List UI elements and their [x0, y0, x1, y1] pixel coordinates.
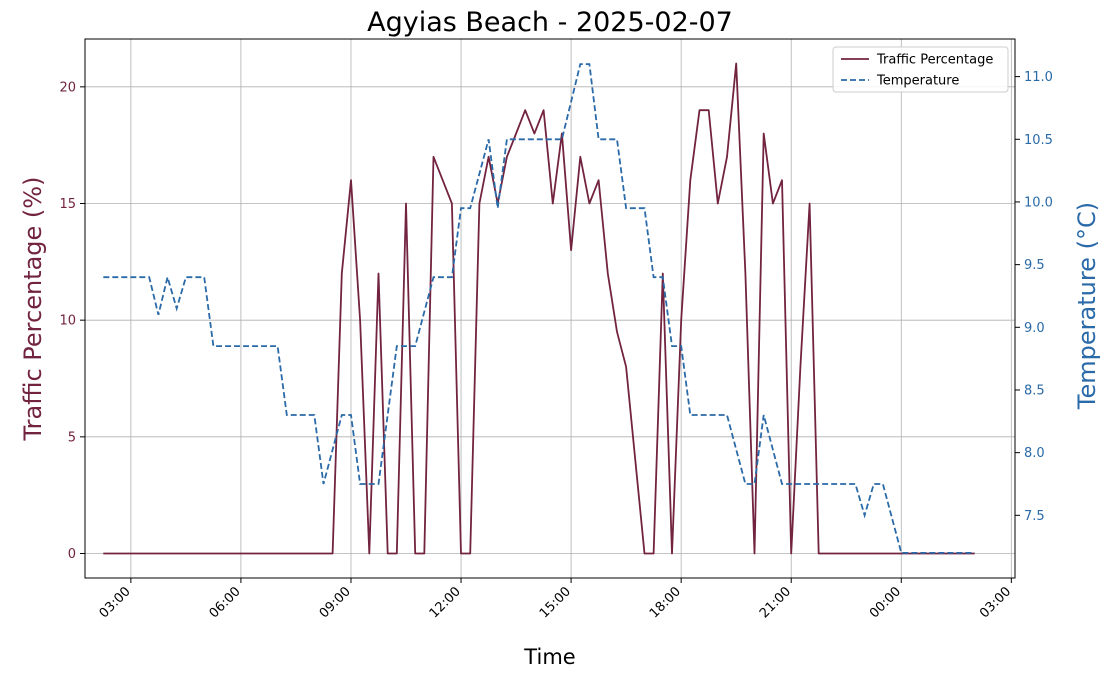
y-left-tick-label: 0 — [68, 547, 76, 562]
legend-label-traffic: Traffic Percentage — [876, 53, 993, 68]
y-right-tick-label: 8.5 — [1024, 383, 1045, 398]
plot-frame — [84, 38, 1016, 579]
x-tick-label: 06:00 — [207, 584, 244, 621]
y-right-tick-label: 10.0 — [1024, 195, 1053, 210]
y-left-tick-label: 15 — [59, 197, 76, 212]
x-tick-label: 15:00 — [537, 584, 574, 621]
x-axis-title: Time — [523, 645, 575, 669]
traffic-percentage-line — [103, 62, 975, 555]
y-left-tick-label: 20 — [59, 80, 76, 95]
y-right-axis-title: Temperature (°C) — [1073, 202, 1101, 410]
axes-layer: 03:00 06:00 09:00 12:00 15:00 18:00 21:00 00:00… — [59, 70, 1053, 621]
y-left-tick-label: 10 — [59, 314, 76, 329]
x-tick-label: 18:00 — [647, 584, 684, 621]
y-right-tick-label: 9.0 — [1024, 321, 1045, 336]
y-left-axis-title: Traffic Percentage (%) — [19, 177, 47, 442]
chart-title: Agyias Beach - 2025-02-07 — [367, 7, 733, 38]
grid-layer — [85, 39, 1015, 578]
y-right-tick-label: 8.0 — [1024, 446, 1045, 461]
legend-box — [832, 46, 1009, 93]
x-tick-label: 09:00 — [317, 584, 354, 621]
x-tick-label: 21:00 — [757, 584, 794, 621]
x-tick-label: 00:00 — [867, 584, 904, 621]
y-right-tick-label: 10.5 — [1024, 133, 1053, 148]
temperature-line — [103, 63, 975, 554]
y-right-tick-label: 7.5 — [1024, 509, 1045, 524]
series-layer — [103, 62, 975, 555]
y-right-tick-label: 9.5 — [1024, 258, 1045, 273]
y-left-tick-label: 5 — [68, 430, 76, 445]
y-right-tick-label: 11.0 — [1024, 70, 1053, 85]
x-tick-label: 12:00 — [427, 584, 464, 621]
legend-label-temperature: Temperature — [876, 74, 959, 89]
x-tick-label: 03:00 — [977, 584, 1014, 621]
x-tick-label: 03:00 — [97, 584, 134, 621]
legend: Traffic Percentage Temperature — [832, 46, 1009, 93]
